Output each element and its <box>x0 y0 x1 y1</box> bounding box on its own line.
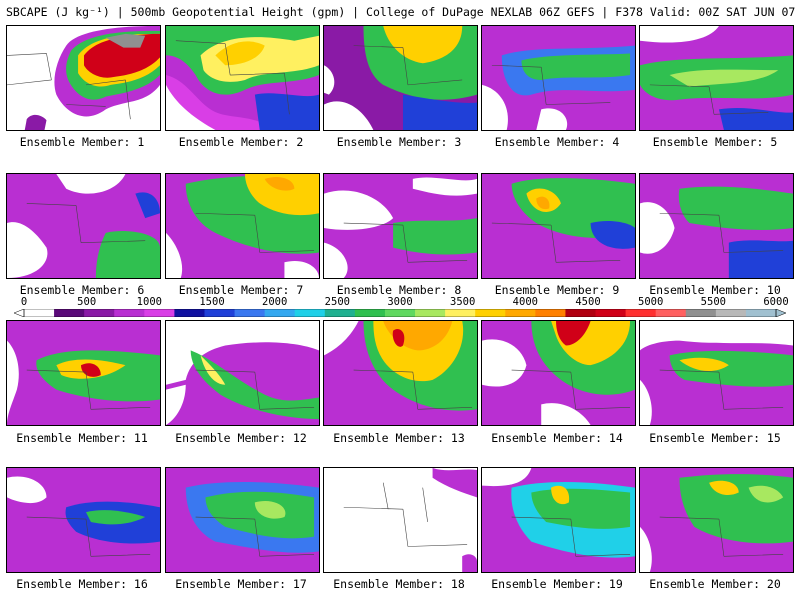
cape-colorbar <box>14 309 786 317</box>
colorbar-tick-label: 6000 <box>763 296 789 308</box>
colorbar-segment <box>54 309 85 317</box>
map-panel-member-15 <box>639 320 794 426</box>
colorbar-segment <box>535 309 566 317</box>
member-label: Ensemble Member: 9 <box>494 283 620 297</box>
colorbar-segment <box>174 309 205 317</box>
map-panel-member-16 <box>6 467 161 573</box>
colorbar-segment <box>234 309 266 317</box>
map-panel-member-20 <box>639 467 794 573</box>
colorbar-tick-label: 4000 <box>512 296 538 308</box>
member-label: Ensemble Member: 18 <box>333 577 465 591</box>
member-label: Ensemble Member: 4 <box>494 135 620 149</box>
member-label: Ensemble Member: 13 <box>333 431 465 445</box>
colorbar-segment <box>475 309 506 317</box>
colorbar-right-arrow <box>775 309 786 317</box>
map-panel-member-14 <box>481 320 636 426</box>
member-label: Ensemble Member: 3 <box>336 135 462 149</box>
colorbar-segment <box>324 309 356 317</box>
member-label: Ensemble Member: 1 <box>19 135 145 149</box>
colorbar-tick-label: 2500 <box>324 296 350 308</box>
colorbar-tick-label: 1000 <box>136 296 162 308</box>
colorbar-segment <box>354 309 386 317</box>
colorbar-segment <box>114 309 145 317</box>
colorbar-segment <box>595 309 627 317</box>
colorbar-segment <box>84 309 115 317</box>
colorbar-tick-label: 4500 <box>575 296 601 308</box>
colorbar-segment <box>415 309 446 317</box>
colorbar-svg <box>14 309 786 317</box>
colorbar-segment <box>505 309 536 317</box>
colorbar-border <box>23 309 777 317</box>
map-panel-member-7 <box>165 173 320 279</box>
map-panel-member-18 <box>323 467 478 573</box>
map-panel-member-2 <box>165 25 320 131</box>
colorbar-left-arrow <box>14 309 25 317</box>
map-panel-member-6 <box>6 173 161 279</box>
member-label: Ensemble Member: 10 <box>649 283 781 297</box>
map-panel-member-19 <box>481 467 636 573</box>
map-panel-member-10 <box>639 173 794 279</box>
colorbar-segment <box>384 309 416 317</box>
colorbar-tick-label: 0 <box>20 296 28 308</box>
member-label: Ensemble Member: 8 <box>336 283 462 297</box>
map-panel-member-17 <box>165 467 320 573</box>
colorbar-tick-label: 5000 <box>638 296 664 308</box>
colorbar-segment <box>625 309 657 317</box>
member-label: Ensemble Member: 19 <box>491 577 623 591</box>
member-label: Ensemble Member: 7 <box>178 283 304 297</box>
colorbar-segment <box>565 309 597 317</box>
colorbar-segment <box>745 309 777 317</box>
colorbar-segment <box>264 309 296 317</box>
colorbar-tick-label: 2000 <box>262 296 288 308</box>
member-label: Ensemble Member: 6 <box>19 283 145 297</box>
colorbar-tick-label: 3000 <box>387 296 413 308</box>
colorbar-segment <box>655 309 687 317</box>
member-label: Ensemble Member: 14 <box>491 431 623 445</box>
map-panel-member-9 <box>481 173 636 279</box>
member-label: Ensemble Member: 12 <box>175 431 307 445</box>
map-panel-member-11 <box>6 320 161 426</box>
map-title: SBCAPE (J kg⁻¹) | 500mb Geopotential Hei… <box>6 5 800 19</box>
colorbar-tick-label: 1500 <box>199 296 225 308</box>
colorbar-segment <box>24 309 55 317</box>
colorbar-tick-label: 5500 <box>700 296 726 308</box>
member-label: Ensemble Member: 5 <box>652 135 778 149</box>
colorbar-segment <box>294 309 326 317</box>
member-label: Ensemble Member: 16 <box>16 577 148 591</box>
colorbar-segment <box>685 309 717 317</box>
map-panel-member-8 <box>323 173 478 279</box>
colorbar-tick-label: 500 <box>77 296 97 308</box>
colorbar-tick-label: 3500 <box>450 296 476 308</box>
map-panel-member-4 <box>481 25 636 131</box>
map-panel-member-3 <box>323 25 478 131</box>
colorbar-segment <box>445 309 476 317</box>
colorbar-segment <box>204 309 236 317</box>
member-label: Ensemble Member: 20 <box>649 577 781 591</box>
map-panel-member-12 <box>165 320 320 426</box>
colorbar-segment <box>715 309 747 317</box>
member-label: Ensemble Member: 11 <box>16 431 148 445</box>
map-panel-member-5 <box>639 25 794 131</box>
map-panel-member-13 <box>323 320 478 426</box>
map-panel-member-1 <box>6 25 161 131</box>
colorbar-segment <box>144 309 175 317</box>
member-label: Ensemble Member: 17 <box>175 577 307 591</box>
member-label: Ensemble Member: 2 <box>178 135 304 149</box>
member-label: Ensemble Member: 15 <box>649 431 781 445</box>
